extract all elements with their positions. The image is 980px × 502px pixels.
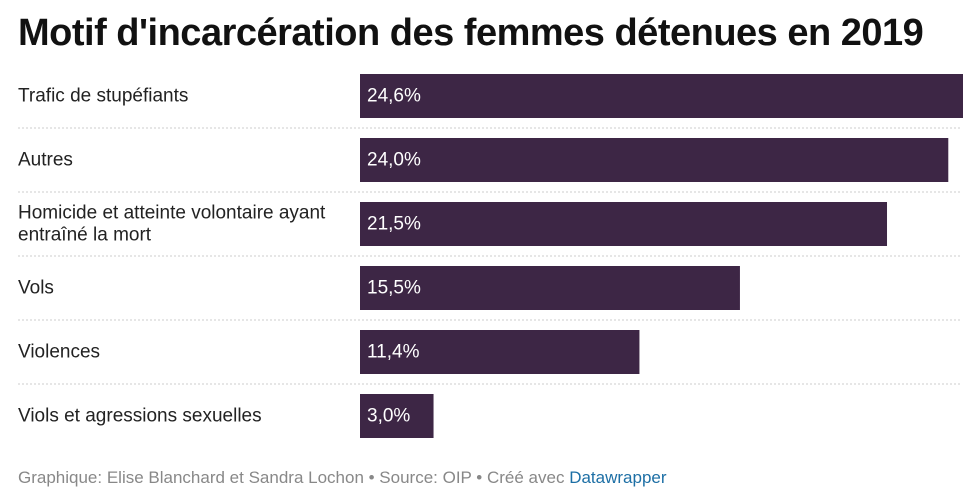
category-label: Trafic de stupéfiants [18,86,188,107]
category-label: Vols [18,278,54,299]
bar-value-label: 3,0% [367,406,410,427]
bar-value-label: 24,0% [367,150,421,171]
bar [360,266,740,310]
category-label: Violences [18,342,100,363]
bar [360,330,640,374]
bar [360,202,888,246]
bar-chart: Trafic de stupéfiants 24,6% Autres 24,0% Hom… [18,74,963,438]
bar [360,394,434,438]
chart-title: Motif d'incarcération des femmes détenue… [18,12,924,54]
bar [360,74,963,118]
datawrapper-link[interactable]: Datawrapper [569,468,667,487]
credit-text: Graphique: Elise Blanchard et Sandra Loc… [18,468,570,487]
bar [360,138,949,182]
category-label: Viols et agressions sexuelles [18,406,262,427]
category-label: Autres [18,150,73,171]
category-label: entraîné la mort [18,225,152,246]
chart-footer: Graphique: Elise Blanchard et Sandra Loc… [18,468,667,488]
bar-value-label: 24,6% [367,86,421,107]
bar-value-label: 15,5% [367,278,421,299]
bar-value-label: 21,5% [367,214,421,235]
category-label: Homicide et atteinte volontaire ayant [18,203,326,224]
bar-value-label: 11,4% [367,342,420,363]
